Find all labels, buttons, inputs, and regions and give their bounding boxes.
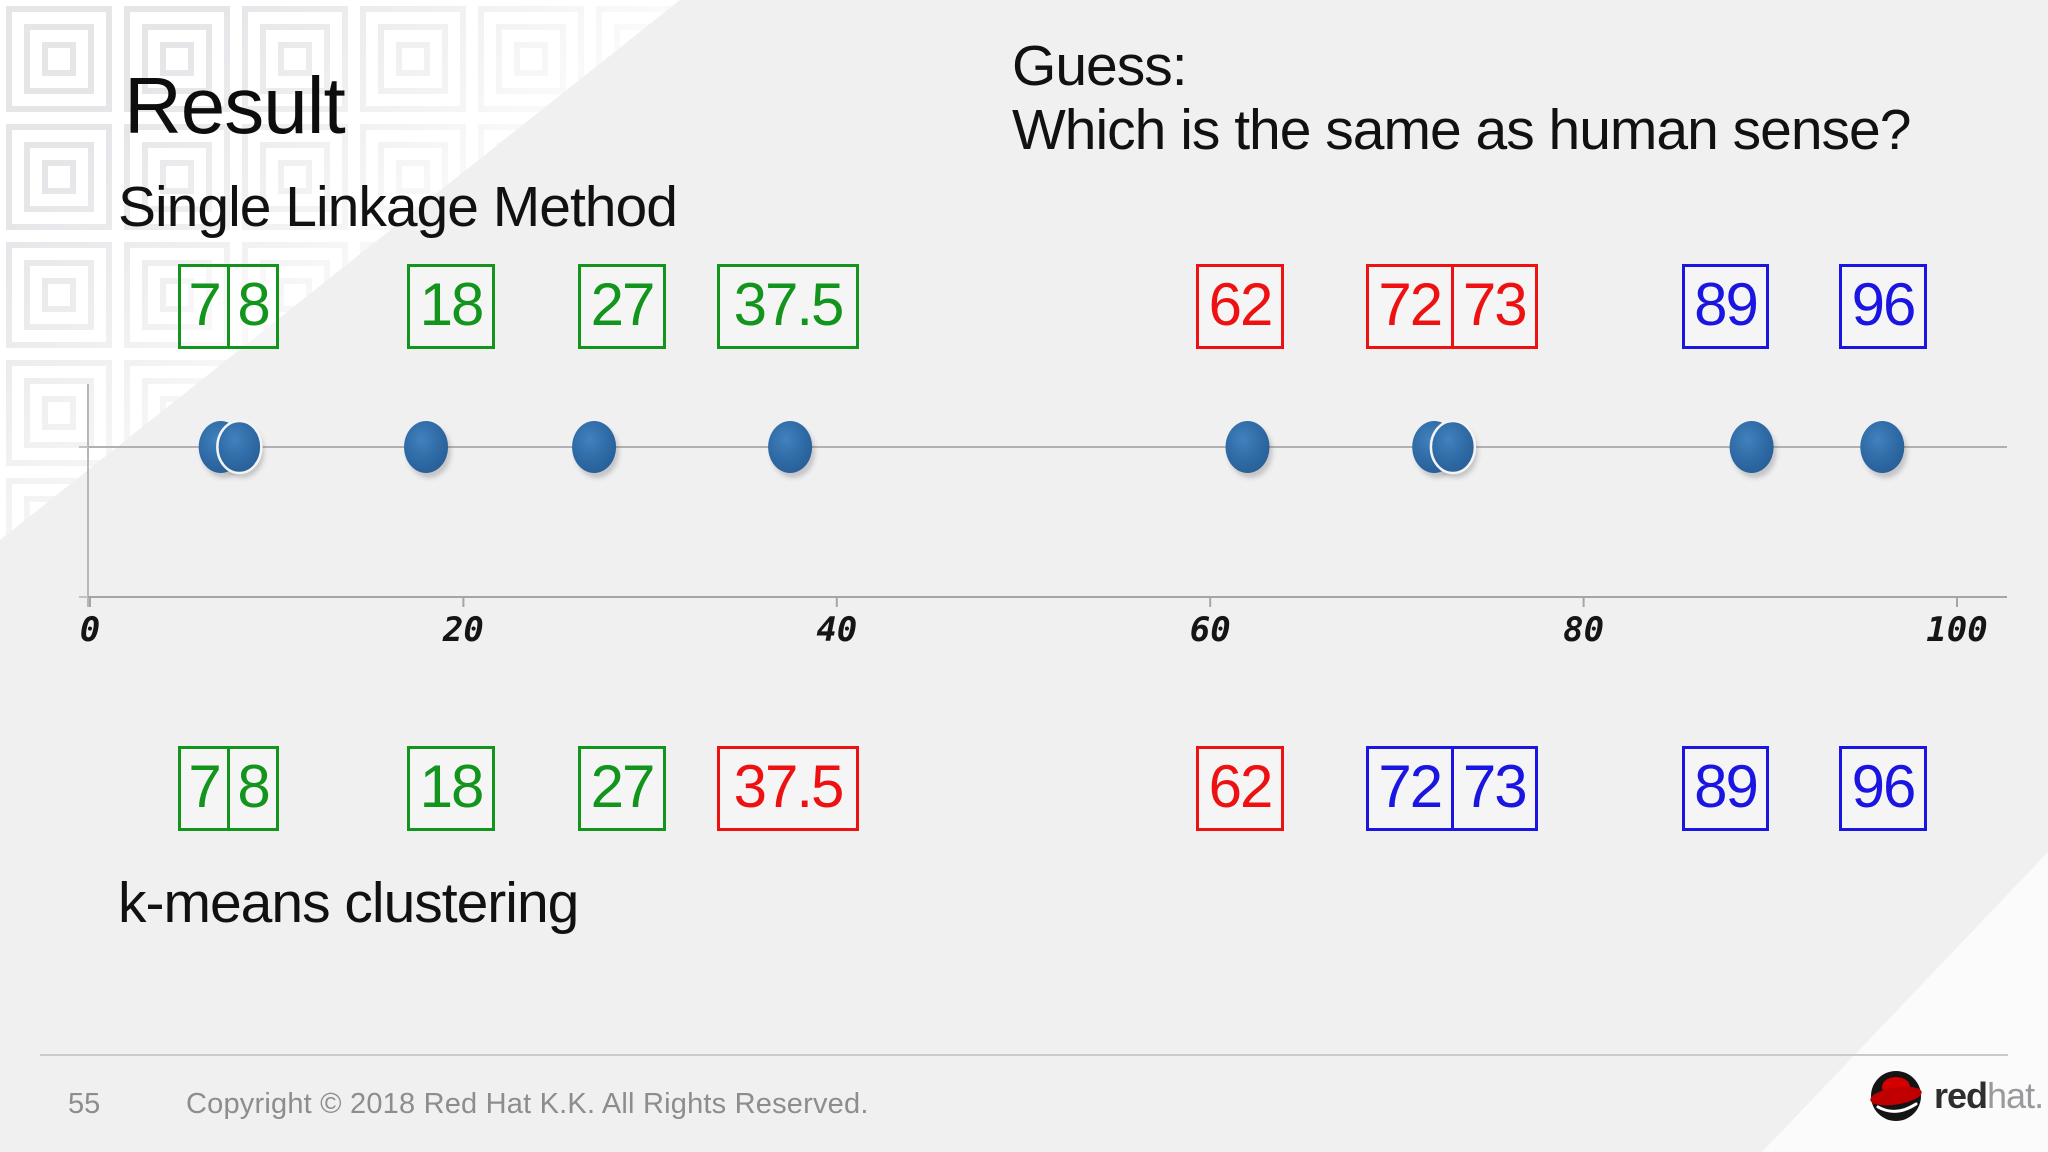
data-point-89 [1729,421,1774,473]
cluster-value: 27 [590,752,656,820]
cluster-value: 18 [419,752,485,820]
cluster-box-k-means-result-89: 89 [1682,746,1769,831]
axis-tick-label: 60 [1190,610,1231,650]
chart-tick-labels: 0 20 40 60 80 100 [80,610,1988,650]
cluster-value: 72 [1378,752,1443,820]
chart-data-points [198,419,1908,478]
data-point-8 [216,419,263,475]
cluster-value: 7 [188,752,221,820]
label-single-linkage-method: Single Linkage Method [118,175,678,239]
cluster-box-k-means-result-37.5: 37.5 [717,746,859,831]
cluster-value: 96 [1851,752,1917,820]
cluster-value: 7 [188,270,221,338]
cluster-value: 8 [227,267,276,346]
guess-text: Guess: Which is the same as human sense? [1012,34,1911,162]
copyright-text: Copyright © 2018 Red Hat K.K. All Rights… [186,1088,869,1120]
data-point-shadow [1415,426,1460,478]
axis-tick-label: 20 [442,610,484,650]
data-point-7 [198,421,243,473]
cluster-value: 89 [1694,270,1759,338]
cluster-value: 37.5 [733,752,845,820]
cluster-box-single-linkage-result-37.5: 37.5 [717,264,859,349]
guess-line2: Which is the same as human sense? [1012,98,1911,162]
cluster-value: 62 [1208,270,1274,338]
data-point-27 [572,421,617,473]
data-point-shadow [575,426,620,478]
chart-axes [79,384,2007,607]
footer-divider [40,1054,2008,1056]
data-point-shadow [220,426,265,478]
cluster-value: 89 [1694,752,1759,820]
cluster-value: 18 [419,270,485,338]
logo-text-hat: hat. [1987,1075,2044,1116]
axis-tick-label: 0 [80,610,100,650]
page-title: Result [124,61,346,150]
cluster-value: 73 [1450,749,1536,828]
data-point-18 [404,421,449,473]
data-point-shadow [1863,426,1908,478]
redhat-logo: redhat. [1866,1064,2044,1128]
data-point-96 [1860,421,1905,473]
label-k-means-clustering: k-means clustering [118,871,579,935]
cluster-value: 62 [1208,752,1274,820]
axis-tick-label: 80 [1563,610,1604,650]
cluster-value: 37.5 [733,270,845,338]
cluster-value: 73 [1450,267,1536,346]
cluster-value: 27 [590,270,656,338]
cluster-box-k-means-result-62: 62 [1196,746,1284,831]
data-point-72 [1412,421,1457,473]
data-point-shadow [1228,426,1273,478]
axis-tick-label: 100 [1926,610,1987,650]
redhat-fedora-icon [1870,1071,1922,1121]
cluster-box-single-linkage-result-62: 62 [1196,264,1284,349]
data-point-73 [1429,419,1477,475]
data-point-62 [1225,421,1270,473]
axis-tick-label: 40 [816,610,857,650]
cluster-box-single-linkage-result-89: 89 [1682,264,1769,349]
cluster-box-single-linkage-result-18: 18 [407,264,495,349]
data-point-37.5 [768,421,813,473]
cluster-box-k-means-result-96: 96 [1839,746,1927,831]
cluster-box-single-linkage-result-72-73: 72 73 [1366,264,1538,349]
guess-line1: Guess: [1012,34,1188,98]
data-point-shadow [201,426,246,478]
cluster-box-k-means-result-18: 18 [407,746,495,831]
cluster-box-single-linkage-result-27: 27 [578,264,666,349]
data-point-shadow [771,426,816,478]
page-number: 55 [68,1088,101,1120]
cluster-box-k-means-result-72-73: 72 73 [1366,746,1538,831]
cluster-value: 72 [1378,270,1443,338]
data-point-shadow [407,426,452,478]
cluster-box-single-linkage-result-96: 96 [1839,264,1927,349]
data-point-shadow [1732,426,1777,478]
logo-text-red: red [1934,1075,1988,1116]
data-point-shadow [1433,426,1478,478]
cluster-box-k-means-result-27: 27 [578,746,666,831]
cluster-value: 96 [1851,270,1917,338]
cluster-value: 8 [227,749,276,828]
